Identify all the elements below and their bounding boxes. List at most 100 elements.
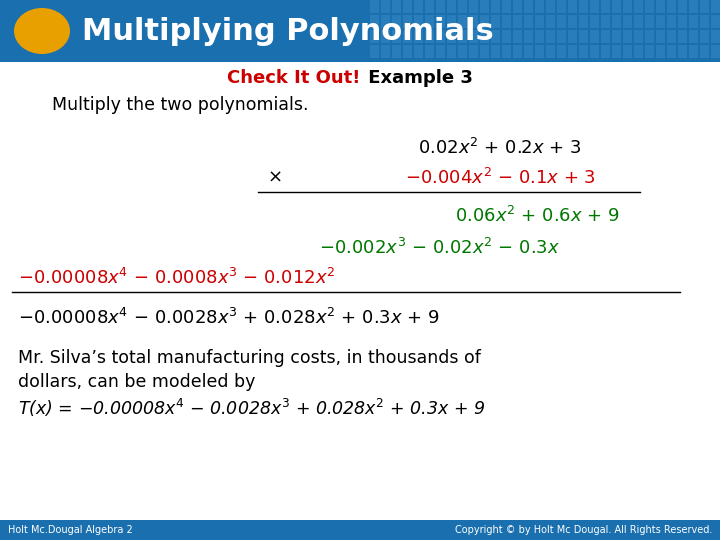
Bar (502, 30, 511, 43)
Text: Mr. Silva’s total manufacturing costs, in thousands of: Mr. Silva’s total manufacturing costs, i… (18, 349, 481, 367)
Text: 0.06$x^2$ + 0.6$x$ + 9: 0.06$x^2$ + 0.6$x$ + 9 (455, 206, 620, 226)
Bar (557, 15, 566, 28)
Bar (370, 30, 379, 43)
Bar (458, 45, 467, 58)
Bar (634, 0, 643, 13)
Bar (524, 0, 533, 13)
Bar (392, 0, 401, 13)
Bar (590, 0, 599, 13)
Bar (711, 15, 720, 28)
Bar (645, 30, 654, 43)
Bar (469, 0, 478, 13)
Bar (568, 45, 577, 58)
Bar (513, 30, 522, 43)
Bar (480, 0, 489, 13)
Bar (403, 15, 412, 28)
Bar (568, 30, 577, 43)
Bar (634, 15, 643, 28)
Bar (535, 0, 544, 13)
Text: ×: × (268, 169, 283, 187)
Bar (0, 520, 720, 540)
Bar (667, 15, 676, 28)
Bar (447, 15, 456, 28)
Bar (381, 45, 390, 58)
Bar (612, 30, 621, 43)
Bar (447, 45, 456, 58)
Bar (645, 15, 654, 28)
Bar (700, 45, 709, 58)
Bar (392, 15, 401, 28)
Bar (381, 15, 390, 28)
Bar (370, 15, 379, 28)
Bar (535, 15, 544, 28)
Bar (535, 30, 544, 43)
Bar (678, 45, 687, 58)
Bar (381, 0, 390, 13)
Bar (656, 45, 665, 58)
Text: Copyright © by Holt Mc Dougal. All Rights Reserved.: Copyright © by Holt Mc Dougal. All Right… (454, 525, 712, 535)
Bar (370, 45, 379, 58)
Bar (590, 15, 599, 28)
Bar (469, 15, 478, 28)
Bar (579, 0, 588, 13)
Bar (370, 0, 379, 13)
Bar (590, 45, 599, 58)
Bar (557, 0, 566, 13)
Bar (469, 45, 478, 58)
Bar (436, 15, 445, 28)
Bar (656, 15, 665, 28)
Bar (623, 15, 632, 28)
Bar (612, 0, 621, 13)
Text: $-$0.00008$x^4$ $-$ 0.0028$x^3$ + 0.028$x^2$ + 0.3$x$ + 9: $-$0.00008$x^4$ $-$ 0.0028$x^3$ + 0.028$… (18, 308, 440, 328)
Bar (458, 15, 467, 28)
Text: Holt Mc.Dougal Algebra 2: Holt Mc.Dougal Algebra 2 (8, 525, 132, 535)
Bar (557, 30, 566, 43)
Bar (524, 15, 533, 28)
Bar (491, 0, 500, 13)
Bar (381, 30, 390, 43)
Bar (524, 45, 533, 58)
Bar (491, 30, 500, 43)
Bar (623, 45, 632, 58)
Bar (601, 45, 610, 58)
Bar (0, 0, 720, 62)
Bar (546, 15, 555, 28)
Bar (502, 45, 511, 58)
Text: Check It Out!: Check It Out! (227, 69, 360, 87)
Text: $-$0.00008$x^4$ $-$ 0.0008$x^3$ $-$ 0.012$x^2$: $-$0.00008$x^4$ $-$ 0.0008$x^3$ $-$ 0.01… (18, 268, 336, 288)
Bar (447, 30, 456, 43)
Bar (403, 30, 412, 43)
Bar (667, 0, 676, 13)
Text: Multiplying Polynomials: Multiplying Polynomials (82, 17, 494, 45)
Text: $-$0.004$x^2$ $-$ 0.1$x$ + 3: $-$0.004$x^2$ $-$ 0.1$x$ + 3 (405, 168, 595, 188)
Bar (513, 45, 522, 58)
Bar (634, 30, 643, 43)
Text: 0.02$x^2$ + 0.2$x$ + 3: 0.02$x^2$ + 0.2$x$ + 3 (418, 138, 582, 158)
Bar (480, 45, 489, 58)
Bar (579, 15, 588, 28)
Bar (436, 45, 445, 58)
Text: $T$($x$) = $-$0.00008$x^4$ $-$ 0.0028$x^3$ + 0.028$x^2$ + 0.3$x$ + 9: $T$($x$) = $-$0.00008$x^4$ $-$ 0.0028$x^… (18, 397, 485, 419)
Bar (458, 0, 467, 13)
Bar (414, 30, 423, 43)
Text: Example 3: Example 3 (362, 69, 473, 87)
Bar (480, 30, 489, 43)
Bar (689, 45, 698, 58)
Bar (711, 0, 720, 13)
Bar (469, 30, 478, 43)
Bar (491, 15, 500, 28)
Bar (513, 15, 522, 28)
Bar (645, 45, 654, 58)
Bar (612, 45, 621, 58)
Bar (425, 15, 434, 28)
Bar (414, 45, 423, 58)
Bar (678, 15, 687, 28)
Bar (700, 15, 709, 28)
Bar (414, 0, 423, 13)
Text: $-$0.002$x^3$ $-$ 0.02$x^2$ $-$ 0.3$x$: $-$0.002$x^3$ $-$ 0.02$x^2$ $-$ 0.3$x$ (319, 238, 560, 258)
Bar (502, 15, 511, 28)
Bar (612, 15, 621, 28)
Bar (568, 0, 577, 13)
Bar (667, 45, 676, 58)
Ellipse shape (14, 8, 70, 54)
